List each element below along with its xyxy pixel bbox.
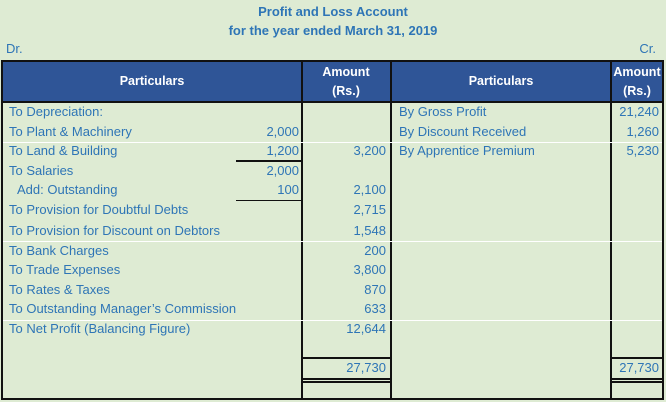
debit-row: To Provision for Discount on Debtors 1,5… bbox=[9, 222, 386, 238]
column-divider bbox=[390, 62, 392, 398]
header-particulars-credit: Particulars bbox=[468, 74, 534, 88]
debit-row: To Provision for Doubtful Debts 2,715 bbox=[9, 202, 386, 217]
gridline bbox=[3, 241, 662, 242]
profit-loss-table: Particulars Amount (Rs.) Particulars Amou… bbox=[1, 60, 664, 400]
account-period: for the year ended March 31, 2019 bbox=[228, 23, 438, 38]
debit-row: To Bank Charges 200 bbox=[9, 242, 386, 258]
debit-row: To Depreciation: bbox=[9, 104, 103, 119]
total-double-line bbox=[610, 378, 662, 380]
credit-row: By Apprentice Premium 5,230 bbox=[399, 143, 659, 158]
header-amount-debit: Amount (Rs.) bbox=[322, 64, 370, 98]
column-divider bbox=[301, 62, 303, 398]
column-divider bbox=[610, 62, 612, 398]
total-line-top bbox=[301, 357, 392, 359]
table-header: Particulars Amount (Rs.) Particulars Amou… bbox=[3, 62, 662, 103]
subtotal-underline bbox=[236, 160, 301, 162]
debit-row: To Rates & Taxes 870 bbox=[9, 281, 386, 297]
credit-total: 27,730 bbox=[619, 360, 659, 375]
totals-row: 27,730 27,730 bbox=[3, 358, 662, 378]
header-particulars-debit: Particulars bbox=[119, 74, 185, 88]
debit-total: 27,730 bbox=[346, 360, 386, 375]
credit-label: Cr. bbox=[639, 41, 656, 56]
gridline bbox=[3, 320, 662, 321]
debit-row: To Outstanding Manager’s Commission 633 bbox=[9, 301, 386, 316]
subtotal-underline bbox=[236, 199, 301, 201]
total-double-line bbox=[301, 378, 392, 380]
debit-label: Dr. bbox=[6, 41, 23, 56]
debit-row: Add: Outstanding 100 2,100 bbox=[17, 182, 386, 197]
total-double-line bbox=[610, 381, 662, 383]
debit-row: To Land & Building 1,200 3,200 bbox=[9, 143, 386, 158]
debit-row: To Trade Expenses 3,800 bbox=[9, 262, 386, 277]
total-double-line bbox=[301, 381, 392, 383]
header-amount-credit: Amount (Rs.) bbox=[613, 64, 661, 98]
debit-row: To Salaries 2,000 bbox=[9, 162, 299, 178]
debit-row: To Plant & Machinery 2,000 bbox=[9, 123, 299, 139]
debit-row: To Net Profit (Balancing Figure) 12,644 bbox=[9, 320, 386, 336]
credit-row: By Gross Profit 21,240 bbox=[399, 104, 659, 119]
account-title: Profit and Loss Account bbox=[258, 4, 408, 19]
gridline bbox=[3, 142, 662, 143]
total-line-top bbox=[610, 357, 662, 359]
credit-row: By Discount Received 1,260 bbox=[399, 123, 659, 139]
